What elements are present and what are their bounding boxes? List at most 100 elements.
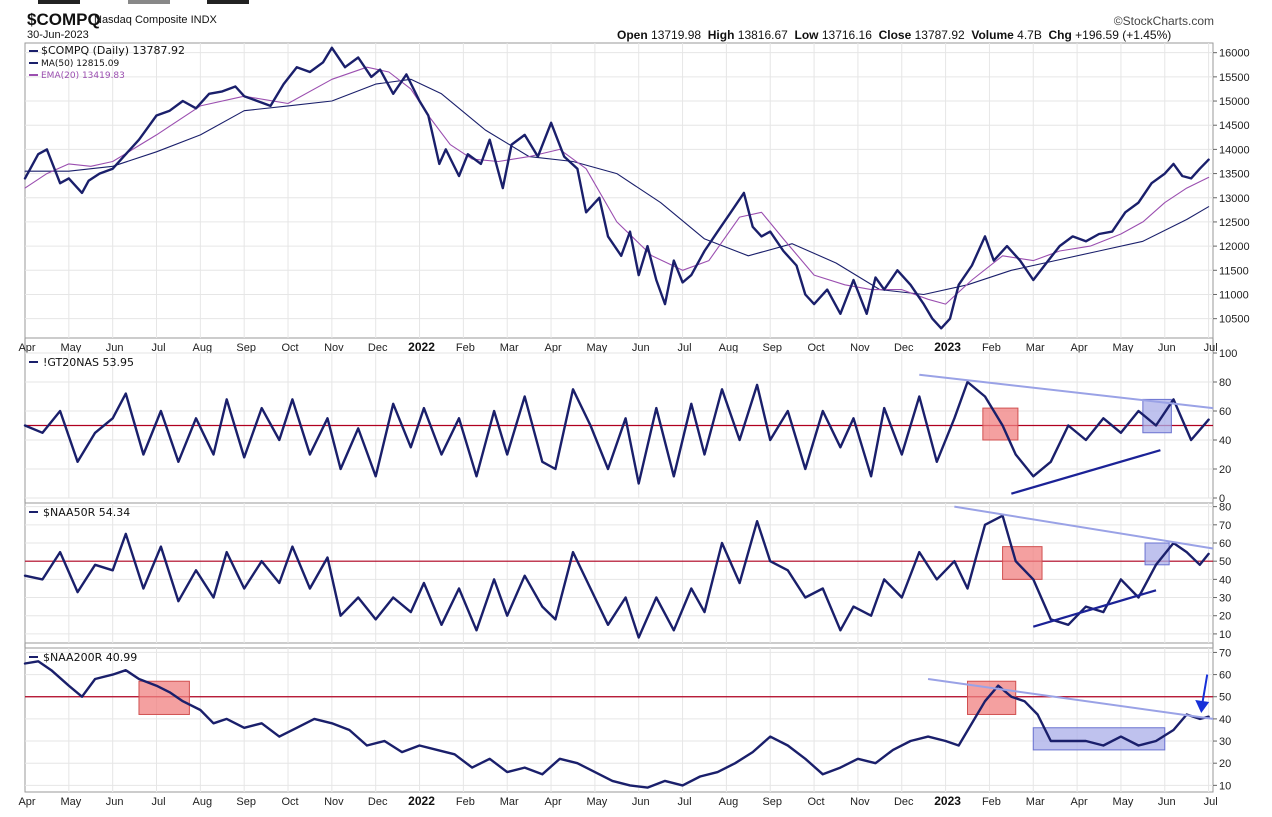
- y-tick-label: 40: [1219, 714, 1231, 726]
- x-tick-label: Mar: [500, 342, 519, 354]
- y-tick-label: 70: [1219, 520, 1231, 532]
- x-tick-label: May: [1113, 796, 1134, 808]
- x-tick-label: Jul: [151, 342, 165, 354]
- x-tick-label: 2022: [408, 340, 435, 354]
- x-tick-label: Apr: [544, 796, 561, 808]
- ohlc-summary: Open 13719.98 High 13816.67 Low 13716.16…: [617, 28, 1171, 42]
- series-line-price: [23, 46, 1210, 330]
- x-tick-label: 2022: [408, 794, 435, 808]
- x-tick-label: 2023: [934, 340, 961, 354]
- panel-title: !GT20NAS 53.95: [43, 356, 134, 369]
- y-tick-label: 80: [1219, 502, 1231, 514]
- x-tick-label: 2023: [934, 794, 961, 808]
- panel-title: $NAA50R 54.34: [43, 506, 130, 519]
- highlight-box-red: [138, 680, 190, 715]
- y-tick-label: 50: [1219, 556, 1231, 568]
- x-tick-label: Jul: [151, 796, 165, 808]
- x-tick-label: Feb: [456, 342, 475, 354]
- panel-title: $NAA200R 40.99: [43, 651, 137, 664]
- x-tick-label: Feb: [982, 796, 1001, 808]
- y-tick-label: 50: [1219, 692, 1231, 704]
- x-tick-label: Apr: [1071, 796, 1088, 808]
- trendline-resistance: [927, 678, 1214, 720]
- ohlc-close-label: Close: [878, 28, 912, 42]
- annotation-arrow-head: [1195, 700, 1210, 714]
- ohlc-open-label: Open: [617, 28, 648, 42]
- x-tick-label: Oct: [281, 796, 298, 808]
- x-tick-label: Apr: [18, 796, 35, 808]
- y-tick-label: 16000: [1219, 48, 1250, 60]
- y-tick-label: 11000: [1219, 289, 1249, 301]
- top-tab-bar: [38, 0, 80, 4]
- highlight-box-blue: [1032, 727, 1166, 751]
- series-line-price: [23, 514, 1210, 639]
- panel-naa50: 10 20 30 40 50 60 70 80 $NAA50R 54.34: [23, 502, 1231, 644]
- x-tick-label: May: [1113, 342, 1134, 354]
- y-tick-label: 70: [1219, 647, 1231, 659]
- ohlc-high-value: 13816.67: [737, 28, 788, 42]
- panel-compq: 10500 11000 11500 12000 12500 13000 13500 14000…: [18, 42, 1250, 354]
- ohlc-change-label: Chg: [1048, 28, 1072, 42]
- x-tick-label: Sep: [236, 796, 256, 808]
- y-tick-label: 100: [1219, 348, 1237, 360]
- x-tick-label: Apr: [544, 342, 561, 354]
- x-tick-label: Apr: [18, 342, 35, 354]
- annotation-arrow-shaft: [1201, 674, 1209, 705]
- y-tick-label: 14500: [1219, 120, 1250, 132]
- y-tick-label: 10500: [1219, 314, 1250, 326]
- x-tick-label: Aug: [719, 796, 739, 808]
- ohlc-high-label: High: [707, 28, 735, 42]
- y-tick-label: 14000: [1219, 144, 1250, 156]
- trendline-support: [1032, 589, 1157, 628]
- y-tick-label: 15500: [1219, 72, 1250, 84]
- x-tick-label: Oct: [808, 796, 825, 808]
- y-tick-label: 20: [1219, 464, 1231, 476]
- highlight-box-red: [1002, 546, 1043, 580]
- x-tick-label: Oct: [281, 342, 298, 354]
- x-tick-label: Mar: [1026, 342, 1045, 354]
- legend-entry: EMA(20) 13419.83: [41, 71, 125, 81]
- series-line-price: [23, 380, 1210, 485]
- x-tick-label: Jul: [678, 796, 692, 808]
- trendline-resistance: [954, 505, 1214, 550]
- ohlc-low-label: Low: [794, 28, 819, 42]
- x-tick-label: Dec: [894, 342, 914, 354]
- stockcharts-credit: ©StockCharts.com: [1113, 14, 1214, 28]
- x-tick-label: Nov: [850, 342, 870, 354]
- x-tick-label: May: [60, 796, 81, 808]
- x-tick-label: Dec: [368, 342, 388, 354]
- x-tick-label: May: [586, 342, 607, 354]
- ohlc-volume-label: Volume: [971, 28, 1014, 42]
- y-tick-label: 0: [1219, 493, 1225, 505]
- y-tick-label: 60: [1219, 670, 1231, 682]
- ohlc-volume-value: 4.7B: [1017, 28, 1042, 42]
- panel-frame: [24, 647, 1214, 793]
- x-tick-label: Nov: [324, 796, 344, 808]
- series-line-price: [23, 660, 1210, 789]
- x-tick-label: Jun: [1158, 342, 1176, 354]
- y-tick-label: 15000: [1219, 96, 1250, 108]
- highlight-box-blue: [1142, 398, 1172, 434]
- y-tick-label: 10: [1219, 629, 1231, 641]
- x-tick-label: Sep: [236, 342, 256, 354]
- x-tick-label: Dec: [894, 796, 914, 808]
- y-tick-label: 13000: [1219, 193, 1250, 205]
- x-tick-label: Jun: [1158, 796, 1176, 808]
- y-tick-label: 60: [1219, 538, 1231, 550]
- y-tick-label: 12500: [1219, 217, 1250, 229]
- x-tick-label: Aug: [193, 342, 213, 354]
- x-tick-label: Jun: [106, 342, 124, 354]
- x-tick-label: Feb: [982, 342, 1001, 354]
- x-tick-label: Dec: [368, 796, 388, 808]
- x-tick-label: Jun: [106, 796, 124, 808]
- y-tick-label: 80: [1219, 377, 1231, 389]
- chart-date: 30-Jun-2023: [27, 29, 89, 41]
- x-tick-label: Jun: [632, 796, 650, 808]
- x-tick-label: Nov: [324, 342, 344, 354]
- y-tick-label: 40: [1219, 574, 1231, 586]
- x-tick-label: Jun: [632, 342, 650, 354]
- y-tick-label: 10: [1219, 780, 1231, 792]
- y-tick-label: 20: [1219, 611, 1231, 623]
- top-tab-bar: [128, 0, 170, 4]
- y-tick-label: 11500: [1219, 265, 1249, 277]
